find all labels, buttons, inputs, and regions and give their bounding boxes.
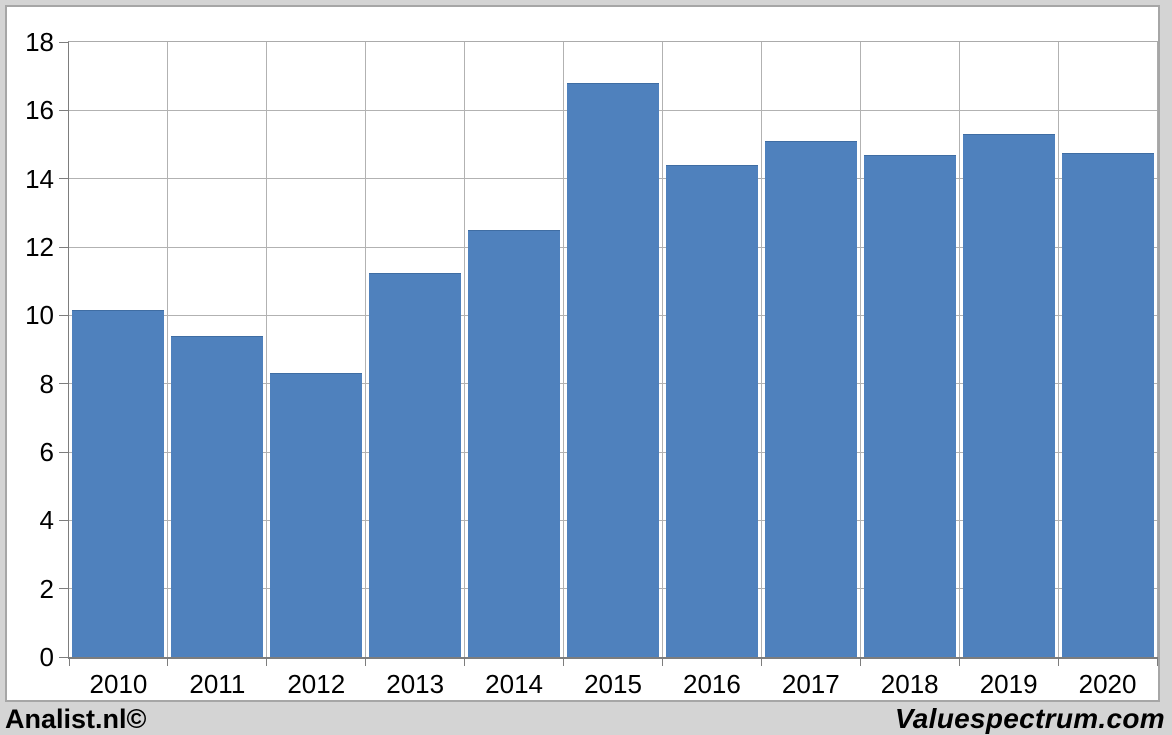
x-axis-tick	[167, 657, 169, 666]
bar-2017	[764, 141, 857, 657]
x-axis-label: 2010	[89, 669, 148, 699]
x-axis-tick	[760, 657, 762, 666]
bar-2019	[962, 134, 1055, 657]
y-axis-tick	[59, 383, 68, 385]
plot-area	[59, 41, 1158, 666]
x-axis-tick	[464, 657, 466, 666]
x-axis-label: 2013	[386, 669, 445, 699]
vertical-gridline	[563, 42, 565, 657]
vertical-gridline	[464, 42, 466, 657]
x-axis-label: 2019	[979, 669, 1038, 699]
bar-2016	[665, 165, 758, 657]
y-axis-tick	[59, 519, 68, 521]
x-axis-label: 2015	[584, 669, 642, 699]
x-axis-label: 2012	[287, 669, 346, 699]
vertical-gridline	[167, 42, 169, 657]
vertical-gridline	[661, 42, 663, 657]
x-axis-tick	[266, 657, 268, 666]
y-axis-tick	[59, 109, 68, 111]
y-axis-tick	[59, 178, 68, 180]
y-axis-tick	[59, 41, 68, 43]
x-axis-tick	[68, 657, 70, 666]
x-axis-tick	[859, 657, 861, 666]
x-axis-label: 2011	[189, 669, 246, 699]
x-axis-tick	[661, 657, 663, 666]
bar-2015	[567, 83, 659, 657]
bar-2018	[863, 154, 956, 657]
y-axis-tick	[59, 246, 68, 248]
footer-right-brand: Valuespectrum.com	[894, 703, 1165, 734]
x-axis-tick	[958, 657, 960, 666]
x-axis-label: 2020	[1078, 669, 1137, 699]
y-axis-label: 18	[25, 27, 54, 57]
chart-panel: 0 2 4 6 8 10 12 14 16 18 2010 2011 2012 2013 2014 2015…	[5, 5, 1160, 702]
y-axis-label: 16	[25, 95, 54, 126]
vertical-gridline	[760, 42, 762, 657]
bar-2011	[171, 335, 264, 657]
x-axis-tick	[563, 657, 565, 666]
y-axis-label: 6	[39, 437, 54, 467]
y-axis-label: 14	[25, 163, 54, 194]
x-axis-label: 2017	[781, 669, 840, 699]
y-axis-label: 12	[25, 232, 54, 262]
footer-left-brand: Analist.nl©	[5, 704, 147, 734]
x-axis-tick	[365, 657, 367, 666]
y-axis-label: 0	[39, 642, 54, 672]
bar-2020	[1061, 153, 1154, 657]
y-axis-label: 2	[39, 573, 54, 604]
y-axis-tick	[59, 588, 68, 590]
y-axis-label: 4	[39, 505, 54, 536]
vertical-gridline	[859, 42, 861, 657]
x-axis-tick	[1156, 657, 1158, 666]
y-axis-tick	[59, 451, 68, 453]
y-axis-label: 10	[25, 300, 54, 331]
bar-2012	[270, 373, 363, 657]
vertical-gridline	[266, 42, 268, 657]
bar-2010	[72, 310, 165, 657]
vertical-gridline	[1057, 42, 1059, 657]
x-axis-label: 2014	[485, 669, 543, 699]
vertical-gridline	[365, 42, 367, 657]
bar-2014	[468, 229, 561, 657]
y-axis-label: 8	[39, 368, 54, 399]
vertical-gridline	[958, 42, 960, 657]
bar-2013	[369, 272, 462, 657]
y-axis-tick	[59, 314, 68, 316]
x-axis-label: 2016	[682, 669, 741, 699]
y-axis-tick	[59, 656, 68, 658]
x-axis-label: 2018	[880, 669, 939, 699]
x-axis-tick	[1057, 657, 1059, 666]
